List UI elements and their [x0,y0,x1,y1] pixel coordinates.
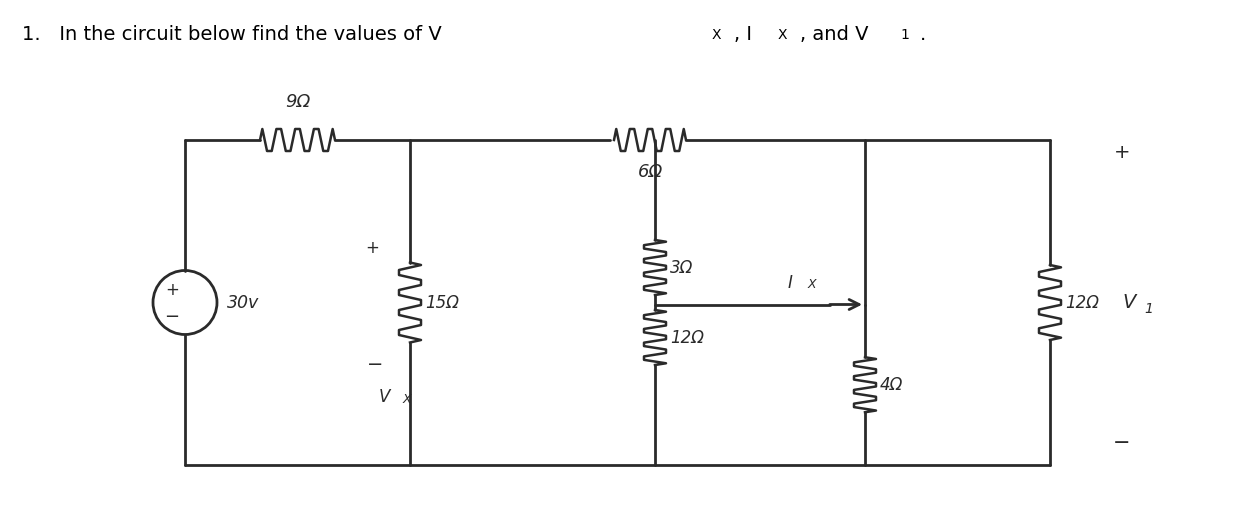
Text: +: + [165,280,180,298]
Text: 3Ω: 3Ω [670,258,693,277]
Text: X: X [404,393,411,406]
Text: , I: , I [734,25,751,44]
Text: 6Ω: 6Ω [638,163,662,181]
Text: X: X [807,278,816,291]
Text: X: X [712,28,722,42]
Text: 12Ω: 12Ω [1065,293,1099,311]
Text: 1: 1 [1144,302,1153,316]
Text: +: + [1114,142,1130,162]
Text: 1: 1 [900,28,909,42]
Text: 30v: 30v [227,293,259,311]
Text: −: − [366,355,384,374]
Text: V: V [1122,293,1135,312]
Text: X: X [777,28,787,42]
Text: 9Ω: 9Ω [285,93,311,111]
Text: −: − [1113,433,1130,453]
Text: I: I [787,274,792,292]
Text: , and V: , and V [800,25,869,44]
Text: 4Ω: 4Ω [880,376,904,394]
Text: −: − [165,307,180,326]
Text: 15Ω: 15Ω [425,293,459,311]
Text: .: . [920,25,926,44]
Text: 1.   In the circuit below find the values of V: 1. In the circuit below find the values … [22,25,442,44]
Text: +: + [365,239,379,256]
Text: 12Ω: 12Ω [670,329,704,346]
Text: V: V [379,388,390,407]
